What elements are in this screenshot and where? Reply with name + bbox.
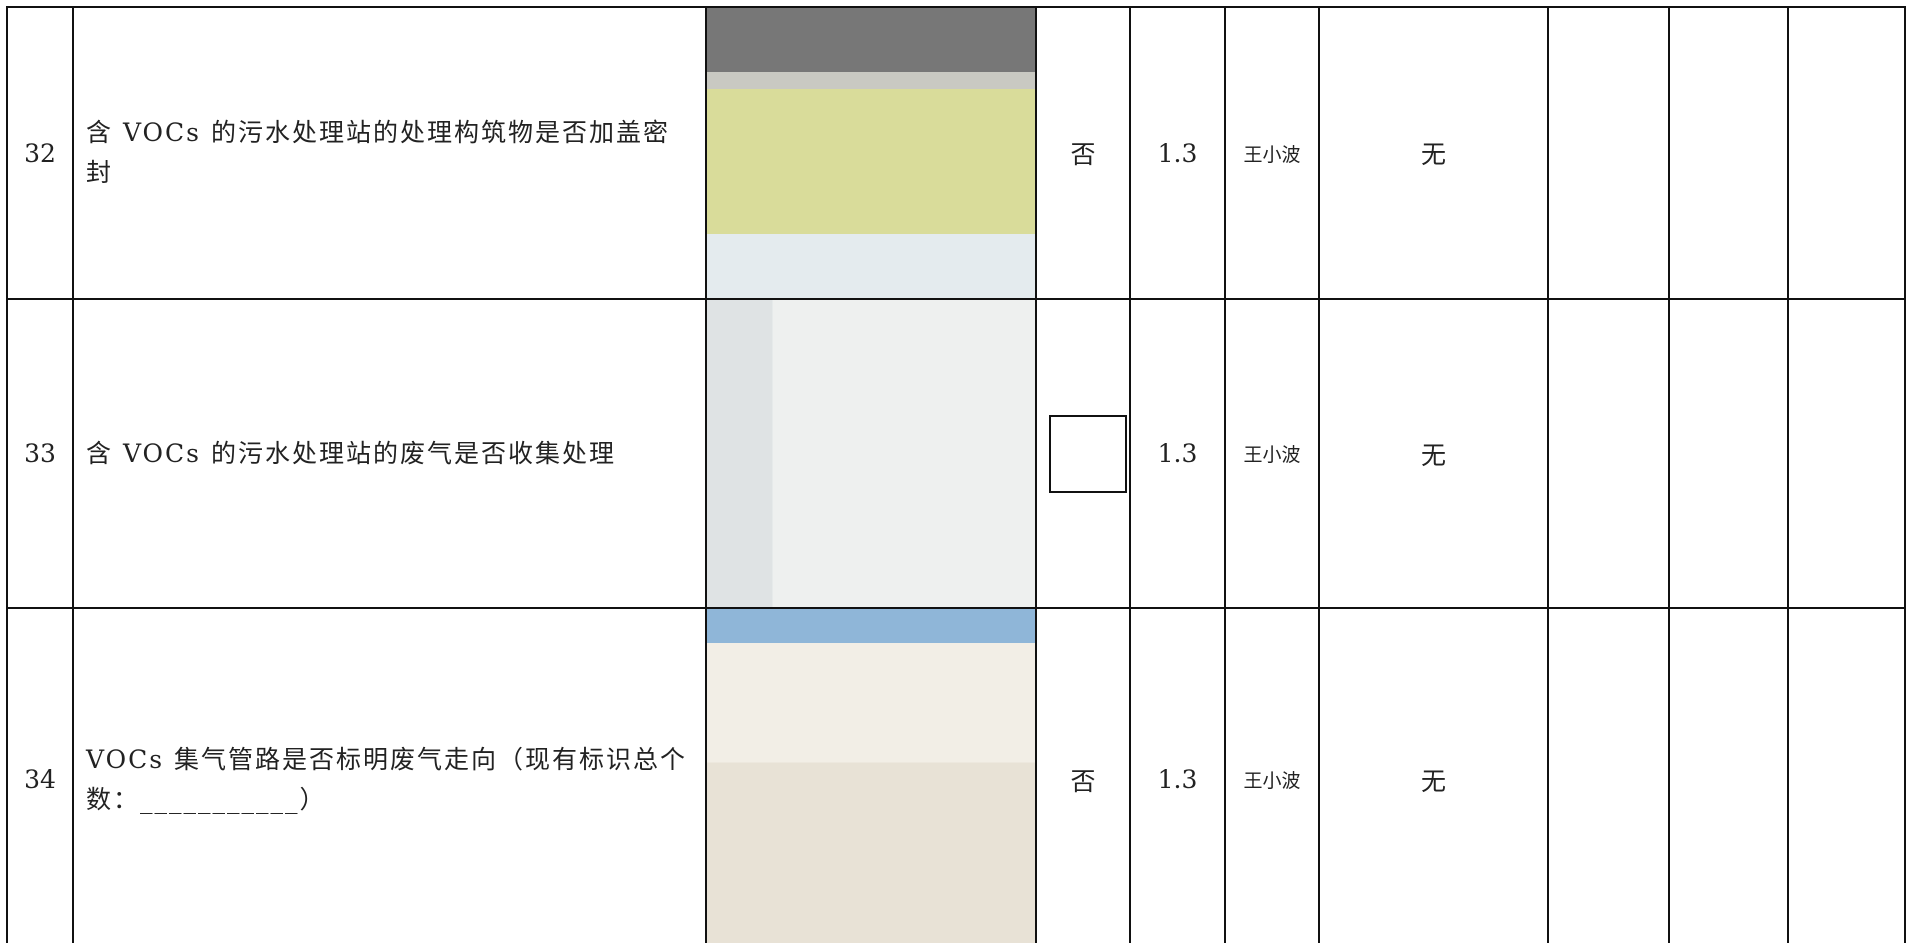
remark: 无: [1318, 607, 1547, 943]
row-number-text: 33: [24, 439, 56, 468]
check-item-text: VOCs 集气管路是否标明废气走向（现有标识总个数：___________）: [86, 744, 688, 814]
check-item-text: 含 VOCs 的污水处理站的处理构筑物是否加盖密封: [86, 118, 670, 187]
remark: 无: [1318, 298, 1547, 607]
inspector: 王小波: [1224, 298, 1318, 607]
row-number-text: 32: [24, 138, 56, 168]
result: [1035, 298, 1129, 607]
photo: [705, 298, 1035, 607]
blank-cell: [1787, 6, 1906, 298]
score-text: 1.3: [1157, 765, 1198, 794]
blank-cell: [1668, 607, 1787, 943]
inspector: 王小波: [1224, 6, 1318, 298]
blank-cell: [1787, 298, 1906, 607]
score-text: 1.3: [1157, 138, 1198, 168]
row-number: 33: [6, 298, 72, 607]
inspector-text: 王小波: [1243, 444, 1301, 466]
result-text: 否: [1070, 140, 1096, 169]
blank-cell: [1668, 298, 1787, 607]
row-number: 34: [6, 607, 72, 943]
empty-box: [1049, 414, 1127, 493]
score: 1.3: [1129, 6, 1224, 298]
check-item: 含 VOCs 的污水处理站的废气是否收集处理: [72, 298, 705, 607]
photo: [705, 6, 1035, 298]
blank-cell: [1668, 6, 1787, 298]
check-item: 含 VOCs 的污水处理站的处理构筑物是否加盖密封: [72, 6, 705, 298]
blank-cell: [1547, 298, 1668, 607]
check-item-text: 含 VOCs 的污水处理站的废气是否收集处理: [86, 438, 616, 468]
inspector-text: 王小波: [1243, 770, 1301, 792]
remark-text: 无: [1420, 440, 1446, 470]
check-item: VOCs 集气管路是否标明废气走向（现有标识总个数：___________）: [72, 607, 705, 943]
blank-cell: [1547, 6, 1668, 298]
result-text: 否: [1070, 766, 1096, 796]
result: 否: [1035, 6, 1129, 298]
score-text: 1.3: [1157, 439, 1198, 468]
remark-text: 无: [1420, 766, 1446, 796]
remark-text: 无: [1420, 140, 1446, 169]
result: 否: [1035, 607, 1129, 943]
row-number-text: 34: [24, 765, 56, 794]
photo: [705, 607, 1035, 943]
score: 1.3: [1129, 298, 1224, 607]
remark: 无: [1318, 6, 1547, 298]
blank-cell: [1547, 607, 1668, 943]
inspector-text: 王小波: [1243, 143, 1301, 166]
row-number: 32: [6, 6, 72, 298]
inspector: 王小波: [1224, 607, 1318, 943]
blank-cell: [1787, 607, 1906, 943]
score: 1.3: [1129, 607, 1224, 943]
